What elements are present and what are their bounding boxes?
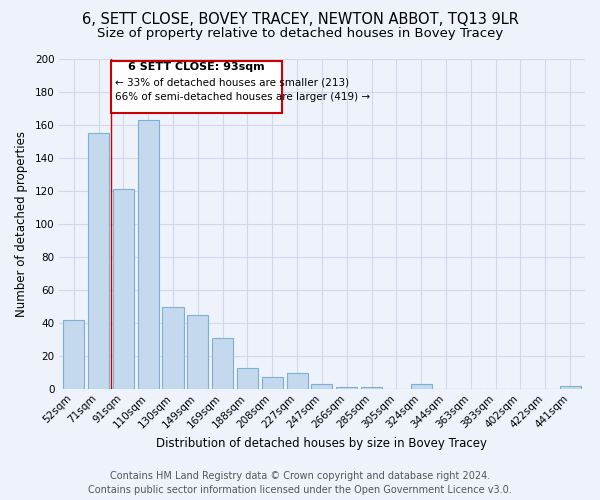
- Bar: [137, 120, 159, 389]
- Text: ← 33% of detached houses are smaller (213): ← 33% of detached houses are smaller (21…: [115, 77, 349, 87]
- Text: 6 SETT CLOSE: 93sqm: 6 SETT CLOSE: 93sqm: [128, 62, 265, 72]
- Bar: [262, 378, 283, 389]
- Bar: [311, 384, 332, 389]
- Bar: [287, 372, 308, 389]
- Bar: [361, 388, 382, 389]
- Bar: [212, 338, 233, 389]
- Bar: [63, 320, 84, 389]
- Bar: [237, 368, 258, 389]
- Y-axis label: Number of detached properties: Number of detached properties: [15, 131, 28, 317]
- Bar: [410, 384, 432, 389]
- Bar: [336, 388, 357, 389]
- Bar: [163, 306, 184, 389]
- Bar: [113, 190, 134, 389]
- Text: 66% of semi-detached houses are larger (419) →: 66% of semi-detached houses are larger (…: [115, 92, 370, 102]
- Bar: [560, 386, 581, 389]
- X-axis label: Distribution of detached houses by size in Bovey Tracey: Distribution of detached houses by size …: [157, 437, 487, 450]
- FancyBboxPatch shape: [111, 60, 282, 114]
- Text: 6, SETT CLOSE, BOVEY TRACEY, NEWTON ABBOT, TQ13 9LR: 6, SETT CLOSE, BOVEY TRACEY, NEWTON ABBO…: [82, 12, 518, 28]
- Text: Size of property relative to detached houses in Bovey Tracey: Size of property relative to detached ho…: [97, 28, 503, 40]
- Text: Contains HM Land Registry data © Crown copyright and database right 2024.
Contai: Contains HM Land Registry data © Crown c…: [88, 471, 512, 495]
- Bar: [187, 315, 208, 389]
- Bar: [88, 134, 109, 389]
